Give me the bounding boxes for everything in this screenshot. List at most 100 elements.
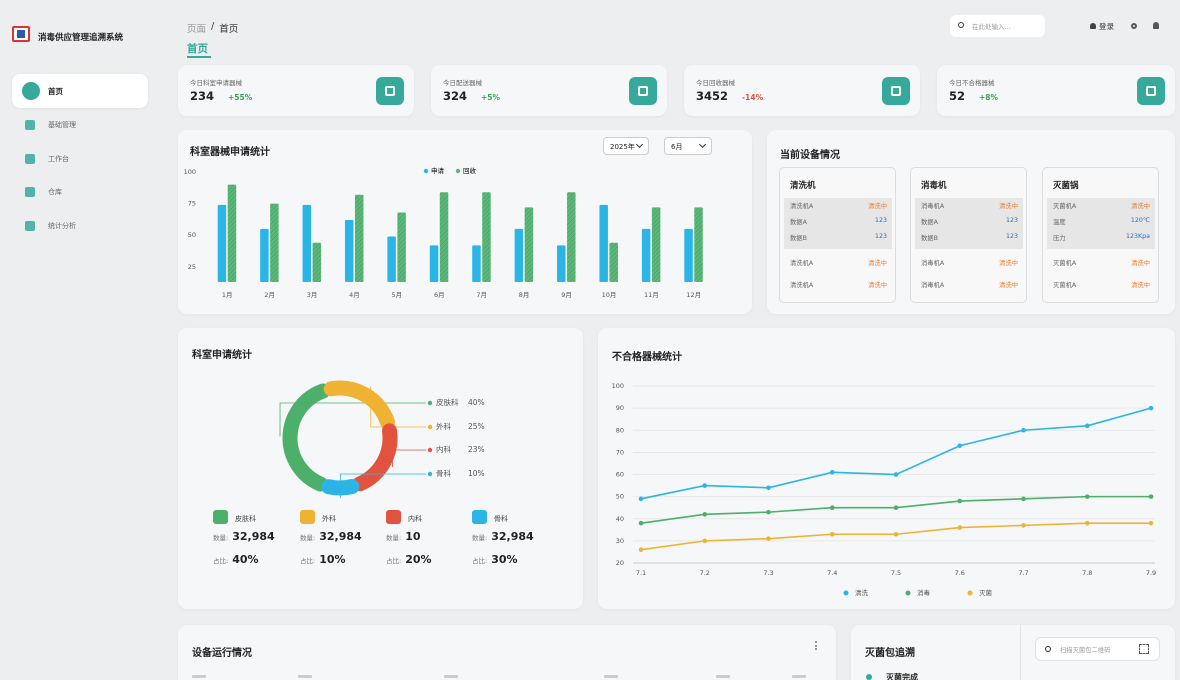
pie-chart-card: 科室申请统计 皮肤科 40% 外科 25% 内科 23% 骨科 10% 皮肤科 数量: 32,984 占… [178, 328, 583, 609]
device-row-label: 数据A [790, 219, 807, 226]
y-tick-label: 100 [184, 168, 196, 176]
x-tick-label: 7.7 [1018, 569, 1028, 577]
dept-count-row: 数量: 32,984 [213, 530, 275, 543]
menu-item[interactable]: 仓库 [48, 188, 62, 196]
dept-count-row: 数量: 10 [386, 530, 421, 543]
device-row-label: 灭菌机A [1053, 203, 1077, 210]
select-text: 2025年 [610, 143, 635, 151]
stat-icon-glyph [638, 86, 648, 96]
dept-ratio-label: 占比: [472, 557, 488, 565]
menu-item[interactable]: 统计分析 [48, 222, 76, 230]
device-row-value: 清洗中 [868, 203, 887, 210]
table-header-stub [298, 675, 312, 678]
stat-label: 今日回收器械 [696, 79, 735, 87]
bar [651, 207, 661, 282]
stat-icon [213, 510, 228, 524]
y-tick-label: 25 [188, 263, 196, 271]
dept-ratio-row: 占比: 10% [300, 553, 346, 566]
notify-icon[interactable] [1153, 22, 1159, 29]
device-row-value: 清洗中 [999, 260, 1018, 267]
y-tick-label: 70 [616, 448, 624, 456]
menu-item[interactable]: 首页 [48, 87, 63, 96]
label-connector [392, 449, 426, 468]
dept-ratio: 30% [491, 553, 518, 566]
label-connector [370, 386, 426, 428]
panel-title: 灭菌包追溯 [865, 648, 915, 659]
dept-ratio: 20% [405, 553, 432, 566]
search-box[interactable]: 在此处输入... [950, 15, 1045, 37]
dept-count: 32,984 [491, 530, 534, 543]
device-name: 清洗机 [790, 181, 816, 191]
device-row-label: 灭菌机A [1053, 282, 1077, 289]
line-point [702, 538, 708, 544]
device-row-value: 123 [1005, 233, 1018, 240]
chart-canvas: 申请 回收 25 50 75 100 1月 2月 3月 4月 5月 6月 7月 8月 9月 10月 11月 12月 [184, 166, 703, 299]
bar [397, 212, 406, 282]
device-row-label: 清洗机A [790, 282, 814, 289]
logo-text: 消毒供应管理追溯系统 [38, 33, 124, 43]
device-name: 灭菌锅 [1053, 181, 1079, 191]
stat-card: 今日回收器械 3452 -14% [684, 65, 920, 116]
legend-label: 灭菌 [979, 588, 993, 597]
login-link[interactable]: 登录 [1099, 22, 1114, 31]
x-tick-label: 1月 [222, 291, 233, 299]
stat-icon [882, 77, 910, 105]
x-tick-label: 7.5 [891, 569, 901, 577]
line-point [1084, 423, 1090, 429]
select-box[interactable]: 2025年 [603, 137, 649, 155]
device-row-value: 清洗中 [868, 260, 887, 267]
x-tick-label: 7月 [476, 291, 487, 299]
device-row-label: 温度 [1053, 219, 1066, 226]
select-box[interactable]: 6月 [664, 137, 712, 155]
stat-icon [300, 510, 315, 524]
x-tick-label: 10月 [602, 291, 617, 299]
menu-icon [25, 187, 35, 197]
device-row-label: 压力 [1053, 235, 1066, 242]
x-tick-label: 7.8 [1082, 569, 1092, 577]
stat-change: +55% [228, 93, 253, 102]
legend-dot [967, 590, 973, 596]
dept-ratio-label: 占比: [300, 557, 316, 565]
y-tick-label: 90 [616, 404, 624, 412]
line-point [766, 485, 771, 491]
menu-item[interactable]: 工作台 [48, 155, 69, 163]
panel-divider [1020, 625, 1021, 680]
legend-dot [905, 590, 911, 596]
device-row-label: 消毒机A [921, 260, 945, 267]
label-connector [339, 473, 426, 498]
menu-item[interactable]: 基础管理 [48, 121, 76, 129]
dept-ratio-row: 占比: 40% [213, 553, 259, 566]
table-header-stub [604, 675, 618, 678]
stat-change: -14% [742, 93, 764, 102]
stat-change: +5% [481, 93, 501, 102]
y-tick-label: 60 [616, 471, 624, 479]
line-point [893, 531, 899, 537]
x-tick-label: 7.3 [763, 569, 773, 577]
more-dot [815, 644, 817, 647]
user-icon[interactable] [1090, 23, 1096, 29]
device-title: 当前设备情况 [780, 150, 840, 161]
line-point [638, 547, 644, 553]
line-point [957, 443, 963, 449]
breadcrumb-item: 首页 [219, 24, 239, 35]
pie-label: 外科 [436, 421, 451, 431]
menu-icon [25, 221, 35, 231]
y-tick-label: 20 [616, 559, 624, 567]
stat-icon [1137, 77, 1165, 105]
settings-icon[interactable] [1131, 23, 1137, 29]
bar [472, 245, 481, 282]
bar [260, 228, 269, 282]
legend-dot [423, 168, 429, 174]
line-point [829, 531, 835, 537]
line-point [1084, 494, 1090, 499]
bar [217, 204, 227, 282]
line-point [1021, 496, 1026, 502]
device-box: 灭菌锅 灭菌机A 清洗中 温度 120℃ 压力 123Kpa 灭菌机A 清洗中 灭菌机A 清洗中 [1042, 167, 1159, 303]
label-dot [427, 447, 433, 453]
trace-search[interactable]: 扫描灭菌包二维码 [1035, 637, 1160, 661]
device-row-value: 123 [874, 217, 887, 224]
x-tick-label: 7.2 [700, 569, 710, 577]
chart-title: 科室申请统计 [192, 350, 252, 361]
line-point [957, 498, 963, 504]
device-row-value: 123 [874, 233, 887, 240]
